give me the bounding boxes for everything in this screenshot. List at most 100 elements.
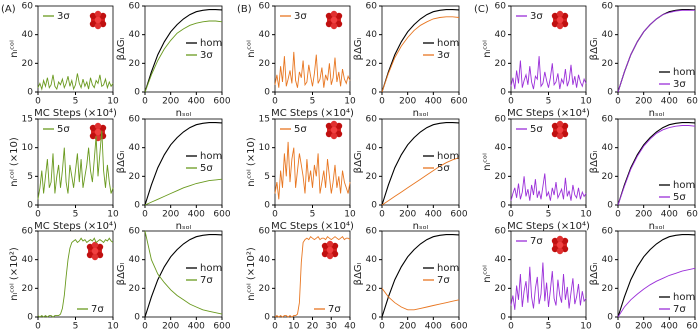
data-line — [617, 122, 696, 206]
x-tick-label: 200 — [399, 322, 416, 332]
y-tick-label: 5 — [27, 172, 33, 182]
x-axis-label: MC Steps (×10⁴) — [507, 108, 590, 119]
legend-label: 7σ — [328, 304, 341, 315]
y-axis-label: nₗᶜᵒˡ — [482, 153, 493, 171]
y-tick-label: 60 — [602, 115, 614, 125]
data-line — [381, 16, 460, 93]
y-tick-label: 60 — [366, 227, 378, 237]
x-axis-label: MC Steps (×10⁴) — [271, 108, 354, 119]
x-tick-label: 10 — [288, 322, 300, 332]
y-tick-label: 60 — [129, 227, 141, 237]
legend-label: 7σ — [673, 304, 686, 315]
y-tick-label: 40 — [129, 255, 141, 265]
y-tick-label: 20 — [259, 284, 271, 294]
y-tick-label: 60 — [366, 2, 378, 12]
y-tick-label: 40 — [495, 255, 507, 265]
x-tick-label: 0 — [508, 97, 514, 107]
x-tick-label: 0 — [379, 97, 385, 107]
cluster-icon — [321, 240, 339, 260]
x-tick-label: 10 — [107, 97, 119, 107]
y-axis-label: βΔGₗ — [353, 150, 364, 173]
x-tick-label: 200 — [635, 210, 652, 220]
x-tick-label: 600 — [213, 97, 230, 107]
y-tick-label: 40 — [602, 30, 614, 40]
x-tick-label: 600 — [450, 97, 467, 107]
panel-label: (C) — [474, 4, 489, 15]
y-tick-label: 20 — [495, 59, 507, 69]
x-tick-label: 400 — [661, 210, 678, 220]
y-tick-label: 40 — [602, 255, 614, 265]
x-tick-label: 20 — [307, 322, 319, 332]
x-tick-label: 600 — [450, 210, 467, 220]
y-tick-label: 20 — [22, 59, 34, 69]
x-tick-label: 10 — [107, 322, 119, 332]
data-line — [274, 141, 351, 200]
x-tick-label: 0 — [615, 97, 621, 107]
legend-label: hom — [200, 38, 222, 49]
y-tick-label: 60 — [602, 2, 614, 12]
x-tick-label: 10 — [107, 210, 119, 220]
y-tick-label: 40 — [22, 255, 34, 265]
legend-label: 3σ — [294, 11, 307, 22]
y-axis-label: βΔGₗ — [116, 150, 127, 173]
plot-frame — [617, 118, 696, 206]
legend-label: hom — [673, 292, 695, 303]
y-tick-label: 20 — [129, 172, 141, 182]
y-axis-label: nₗᶜᵒˡ — [246, 40, 257, 58]
cluster-icon — [325, 10, 343, 30]
plot-frame — [381, 118, 460, 206]
data-line — [510, 173, 587, 201]
y-tick-label: 0 — [371, 313, 377, 323]
y-tick-label: 0 — [607, 88, 613, 98]
x-tick-label: 400 — [425, 97, 442, 107]
legend-label: 3σ — [57, 11, 70, 22]
legend-label: 5σ — [57, 124, 70, 135]
y-tick-label: 20 — [495, 284, 507, 294]
x-tick-label: 400 — [188, 210, 205, 220]
x-tick-label: 200 — [162, 322, 179, 332]
legend-label: 5σ — [200, 163, 213, 174]
legend-label: 5σ — [437, 163, 450, 174]
x-axis-label: MC Steps (×10⁴) — [271, 221, 354, 232]
y-tick-label: 10 — [259, 143, 271, 153]
data-line — [144, 178, 223, 206]
y-tick-label: 15 — [22, 115, 33, 125]
x-axis-label: nₛₒₗ — [649, 108, 665, 119]
y-tick-label: 0 — [607, 313, 613, 323]
y-tick-label: 40 — [129, 30, 141, 40]
x-tick-label: 200 — [635, 97, 652, 107]
y-tick-label: 10 — [22, 143, 34, 153]
plot-frame — [617, 5, 696, 93]
panel-label: (A) — [1, 4, 16, 15]
cluster-icon — [551, 235, 569, 255]
y-tick-label: 40 — [129, 143, 141, 153]
y-tick-label: 0 — [264, 88, 270, 98]
y-axis-label: βΔGₗ — [353, 37, 364, 60]
legend-label: 7σ — [437, 275, 450, 286]
y-tick-label: 0 — [134, 313, 140, 323]
y-tick-label: 0 — [264, 313, 270, 323]
x-tick-label: 5 — [73, 210, 79, 220]
x-tick-label: 10 — [580, 322, 592, 332]
y-tick-label: 0 — [27, 88, 33, 98]
x-tick-label: 40 — [344, 322, 356, 332]
data-line — [37, 73, 114, 91]
data-line — [381, 234, 460, 318]
y-axis-label: nₗᶜᵒˡ (×10) — [246, 137, 257, 187]
data-line — [37, 237, 114, 318]
x-tick-label: 5 — [310, 97, 316, 107]
x-tick-label: 0 — [615, 322, 621, 332]
x-tick-label: 30 — [326, 322, 338, 332]
x-axis-label: nₛₒₗ — [176, 221, 192, 232]
legend-label: hom — [200, 263, 222, 274]
plot-frame — [381, 5, 460, 93]
data-line — [617, 9, 695, 93]
x-tick-label: 200 — [635, 322, 652, 332]
x-tick-label: 400 — [661, 97, 678, 107]
panel-label: (B) — [237, 4, 252, 15]
x-tick-label: 0 — [508, 210, 514, 220]
y-tick-label: 60 — [259, 2, 271, 12]
plot-frame — [510, 5, 587, 93]
y-tick-label: 40 — [259, 30, 271, 40]
x-tick-label: 5 — [546, 97, 552, 107]
